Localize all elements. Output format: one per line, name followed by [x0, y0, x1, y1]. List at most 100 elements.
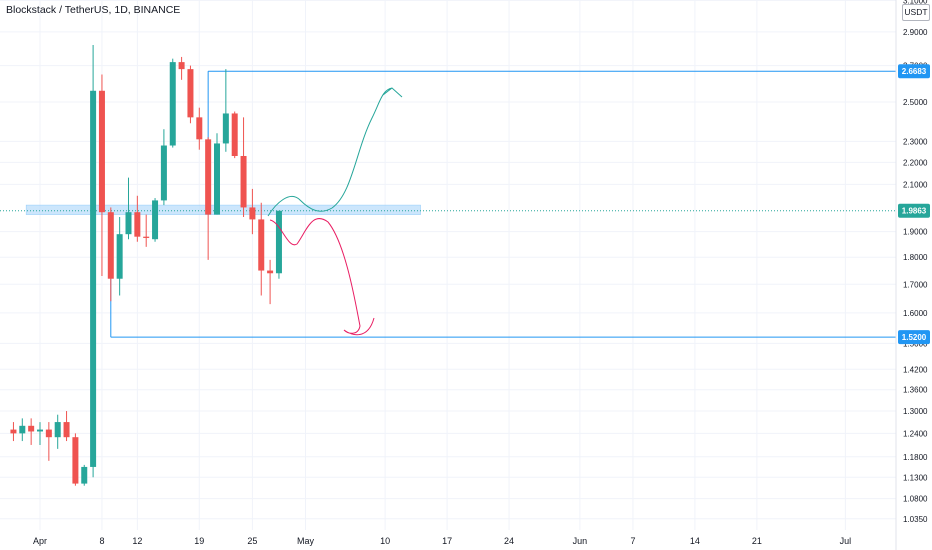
price-axis[interactable]: 3.10002.90002.70002.50002.30002.20002.10… [903, 0, 928, 524]
candle [214, 133, 220, 215]
candle-body [214, 143, 220, 215]
level-price-label: 2.6683 [898, 64, 930, 79]
x-tick-label: 25 [247, 536, 257, 546]
y-tick-label: 2.5000 [903, 98, 928, 107]
level-price-label-box [898, 64, 930, 79]
candle [37, 422, 43, 445]
candle [249, 188, 256, 235]
y-tick-label: 2.1000 [903, 180, 928, 189]
x-tick-label: 19 [194, 536, 204, 546]
x-tick-label: 12 [132, 536, 142, 546]
x-tick-label: 17 [442, 536, 452, 546]
candle-body [160, 145, 167, 201]
candle-body [19, 425, 26, 434]
candle-body [81, 466, 88, 484]
candle [81, 464, 88, 486]
candle-body [37, 429, 43, 432]
x-tick-label: 7 [630, 536, 635, 546]
candle [187, 65, 194, 124]
candle [45, 422, 52, 461]
candle-body [249, 207, 256, 220]
x-tick-label: 8 [99, 536, 104, 546]
y-tick-label: 1.0800 [903, 495, 928, 504]
y-tick-label: 2.3000 [903, 137, 928, 146]
support-resistance-zone [25, 204, 421, 215]
zone-rectangle[interactable] [25, 204, 421, 215]
time-axis[interactable]: Apr 8 12 19 25 May 10 17 24 Jun 7 14 21 Jul [33, 536, 851, 546]
candle-body [28, 425, 35, 432]
bearish-projection-path[interactable] [269, 218, 375, 336]
candle-body [231, 113, 238, 156]
symbol-title: Blockstack / TetherUS, 1D, BINANCE [6, 4, 181, 16]
candle-body [116, 234, 123, 279]
price-axis-labels: 2.6683 1.5200 1.9863 [898, 64, 930, 345]
candle-body [10, 429, 17, 434]
candle-body [54, 422, 61, 438]
horizontal-levels[interactable] [0, 70, 896, 338]
y-tick-label: 1.3000 [903, 407, 928, 416]
candle-body [222, 113, 229, 144]
y-tick-label: 1.1800 [903, 453, 928, 462]
forecast-drawings[interactable] [267, 87, 403, 336]
candle-body [187, 69, 194, 118]
y-tick-label: 1.2400 [903, 429, 928, 438]
y-tick-label: 1.8000 [903, 253, 928, 262]
y-tick-label: 1.3600 [903, 386, 928, 395]
candle-body [152, 200, 159, 240]
candle [205, 137, 212, 260]
current-price-label-box [898, 203, 930, 218]
y-tick-label: 1.4200 [903, 365, 928, 374]
x-tick-label: Apr [33, 536, 47, 546]
candle [169, 58, 176, 148]
bullish-projection-path[interactable] [267, 87, 403, 217]
candle-body [134, 212, 141, 237]
candle [196, 107, 203, 150]
level-price-label-text: 2.6683 [902, 67, 927, 76]
x-tick-label: Jul [840, 536, 852, 546]
candle [107, 207, 114, 302]
candle [275, 210, 282, 279]
level-price-label-box [898, 330, 930, 345]
x-tick-label: Jun [573, 536, 588, 546]
candle-body [125, 212, 132, 235]
x-tick-label: 10 [380, 536, 390, 546]
candle-body [90, 90, 97, 467]
candle-body [169, 62, 176, 146]
candle-body [258, 219, 265, 271]
candle [98, 74, 105, 276]
candle [152, 198, 159, 242]
candle-body [63, 422, 70, 438]
candle [72, 433, 79, 486]
y-tick-label: 1.6000 [903, 309, 928, 318]
candle-body [196, 117, 203, 140]
x-tick-label: 21 [752, 536, 762, 546]
candle-body [143, 236, 150, 238]
candle [231, 111, 238, 159]
candle [178, 56, 185, 80]
x-tick-label: 14 [690, 536, 700, 546]
candle-body [240, 155, 247, 208]
level-price-label: 1.5200 [898, 330, 930, 345]
grid-lines [0, 0, 896, 530]
y-tick-label: 1.9000 [903, 228, 928, 237]
x-tick-label: 24 [504, 536, 514, 546]
candle [90, 45, 97, 478]
candle [125, 177, 132, 240]
candle [267, 259, 274, 305]
candle [222, 69, 229, 152]
currency-button[interactable]: USDT [902, 4, 930, 21]
y-tick-label: 1.7000 [903, 280, 928, 289]
candle-body [107, 212, 114, 279]
candle-body [178, 62, 185, 70]
candle [19, 418, 26, 442]
candle-body [205, 139, 212, 215]
current-price-label: 1.9863 [898, 203, 930, 218]
y-tick-label: 1.1300 [903, 473, 928, 482]
candle [240, 117, 247, 217]
candle [143, 214, 150, 247]
candle-body [45, 429, 52, 438]
y-tick-label: 2.2000 [903, 158, 928, 167]
candle-body [72, 437, 79, 484]
candle [134, 195, 141, 242]
